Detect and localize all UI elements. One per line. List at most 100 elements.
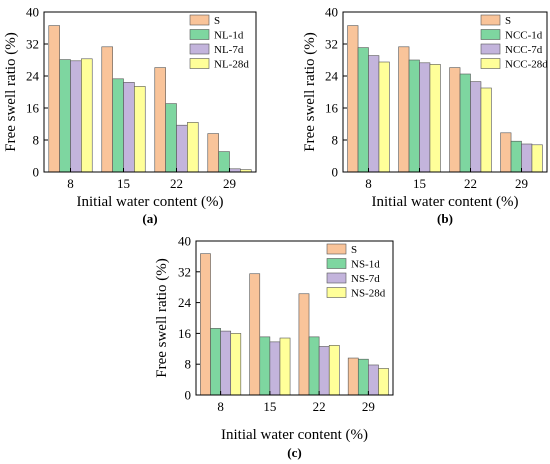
legend-swatch-NL-28d — [189, 58, 210, 69]
panel-label: (b) — [437, 211, 453, 226]
y-axis-label: Free swell ratio (%) — [302, 32, 318, 152]
legend-swatch-NS-28d — [326, 287, 347, 298]
y-axis-label: Free swell ratio (%) — [154, 258, 170, 378]
legend-swatch-NS-1d — [326, 258, 347, 269]
legend-swatch-NCC-1d — [480, 29, 501, 40]
bar-S-15 — [398, 46, 410, 173]
plot-frame — [43, 11, 257, 173]
bar-NCC-28d-15 — [429, 64, 441, 173]
legend-label-NS-28d: NS-28d — [351, 288, 386, 300]
x-tick-label: 29 — [362, 399, 375, 414]
legend-label-NL-28d: NL-28d — [214, 59, 249, 71]
bar-NS-28d-8 — [230, 333, 242, 396]
bar-NS-7d-15 — [269, 341, 281, 396]
bar-NL-1d-8 — [59, 59, 71, 173]
x-tick-label: 15 — [117, 176, 130, 191]
y-tick-label: 8 — [332, 133, 339, 148]
x-axis-label: Initial water content (%) — [371, 194, 518, 210]
x-tick-label: 8 — [217, 399, 224, 414]
legend-label-NL-1d: NL-1d — [214, 30, 244, 42]
legend-swatch-NCC-7d — [480, 43, 501, 55]
bar-NL-1d-29 — [218, 151, 230, 173]
y-tick-label: 8 — [33, 133, 40, 148]
y-tick-label: 24 — [325, 69, 339, 84]
y-tick-label: 40 — [178, 234, 191, 249]
bar-NCC-1d-22 — [459, 73, 471, 173]
x-tick-label: 29 — [223, 176, 236, 191]
bar-NL-28d-22 — [187, 122, 199, 173]
bar-NL-1d-15 — [112, 78, 124, 173]
bar-NL-7d-22 — [176, 124, 188, 173]
y-tick-label: 8 — [185, 357, 192, 372]
bar-NS-1d-29 — [357, 358, 369, 396]
bar-NS-7d-29 — [368, 364, 379, 396]
legend-swatch-NS-7d — [326, 272, 347, 284]
legend-label-NS-7d: NS-7d — [351, 273, 380, 285]
legend-label-NS-1d: NS-1d — [351, 259, 380, 271]
legend-swatch-NCC-28d — [480, 58, 501, 69]
bar-NL-28d-15 — [134, 86, 146, 173]
chart-panel-b: 0 8 16 24 32 40 8 15 22 29 Initial water content (… — [302, 5, 548, 227]
bar-NCC-28d-8 — [378, 61, 390, 173]
y-tick-label: 16 — [325, 101, 339, 116]
y-tick-label: 0 — [33, 165, 40, 180]
bar-NS-7d-8 — [220, 330, 232, 396]
x-tick-label: 8 — [67, 176, 74, 191]
bar-NCC-7d-8 — [368, 55, 380, 173]
bar-NCC-7d-15 — [419, 62, 431, 173]
bar-NCC-1d-29 — [510, 140, 522, 173]
bar-NS-28d-29 — [378, 368, 389, 396]
legend-label-S: S — [351, 244, 357, 256]
bar-NL-1d-22 — [165, 103, 177, 173]
x-tick-label: 22 — [464, 176, 477, 191]
y-tick-label: 32 — [26, 37, 39, 52]
x-tick-label: 8 — [365, 176, 372, 191]
x-tick-label: 15 — [263, 399, 276, 414]
bar-NL-7d-15 — [123, 82, 135, 173]
y-tick-label: 40 — [325, 5, 338, 20]
bar-S-22 — [449, 67, 461, 173]
bar-S-8 — [48, 25, 60, 173]
bar-NCC-7d-22 — [470, 81, 482, 173]
bar-NS-7d-22 — [318, 346, 330, 396]
legend-swatch-S — [326, 243, 347, 255]
y-tick-label: 16 — [178, 326, 192, 341]
legend-swatch-NL-1d — [189, 29, 210, 40]
bar-NCC-28d-22 — [480, 87, 492, 173]
bar-S-8 — [200, 253, 211, 396]
x-tick-label: 22 — [313, 399, 326, 414]
legend-swatch-NL-7d — [189, 43, 210, 55]
legend-label-NCC-28d: NCC-28d — [505, 59, 548, 71]
legend-label-NL-7d: NL-7d — [214, 44, 244, 56]
legend-label-NCC-7d: NCC-7d — [505, 44, 543, 56]
panel-label: (c) — [287, 445, 301, 460]
y-tick-label: 32 — [178, 264, 191, 279]
chart-panel-c: 0 8 16 24 32 40 8 15 22 29 Initial water content (… — [154, 234, 394, 460]
bar-S-22 — [154, 67, 166, 173]
panel-label: (a) — [142, 211, 157, 226]
x-tick-label: 22 — [170, 176, 183, 191]
bar-NCC-1d-15 — [408, 59, 420, 173]
legend-swatch-S — [189, 14, 210, 26]
y-tick-label: 40 — [26, 5, 39, 20]
bar-NS-28d-15 — [279, 337, 291, 396]
bar-S-29 — [347, 357, 359, 396]
y-axis-label: Free swell ratio (%) — [3, 32, 19, 152]
plot-frame — [195, 240, 394, 396]
y-tick-label: 24 — [26, 69, 40, 84]
bar-S-29 — [500, 132, 512, 173]
bar-S-22 — [298, 293, 310, 396]
bar-NL-28d-8 — [81, 58, 93, 173]
bar-S-15 — [249, 273, 261, 396]
bar-S-29 — [207, 133, 219, 173]
bar-NCC-7d-29 — [521, 143, 533, 173]
bar-NCC-1d-8 — [357, 47, 369, 173]
x-tick-label: 29 — [515, 176, 528, 191]
legend-label-S: S — [505, 15, 511, 27]
bar-NS-1d-8 — [210, 328, 221, 396]
y-tick-label: 24 — [178, 295, 192, 310]
plot-frame — [342, 11, 548, 173]
bar-NL-7d-8 — [70, 60, 82, 173]
